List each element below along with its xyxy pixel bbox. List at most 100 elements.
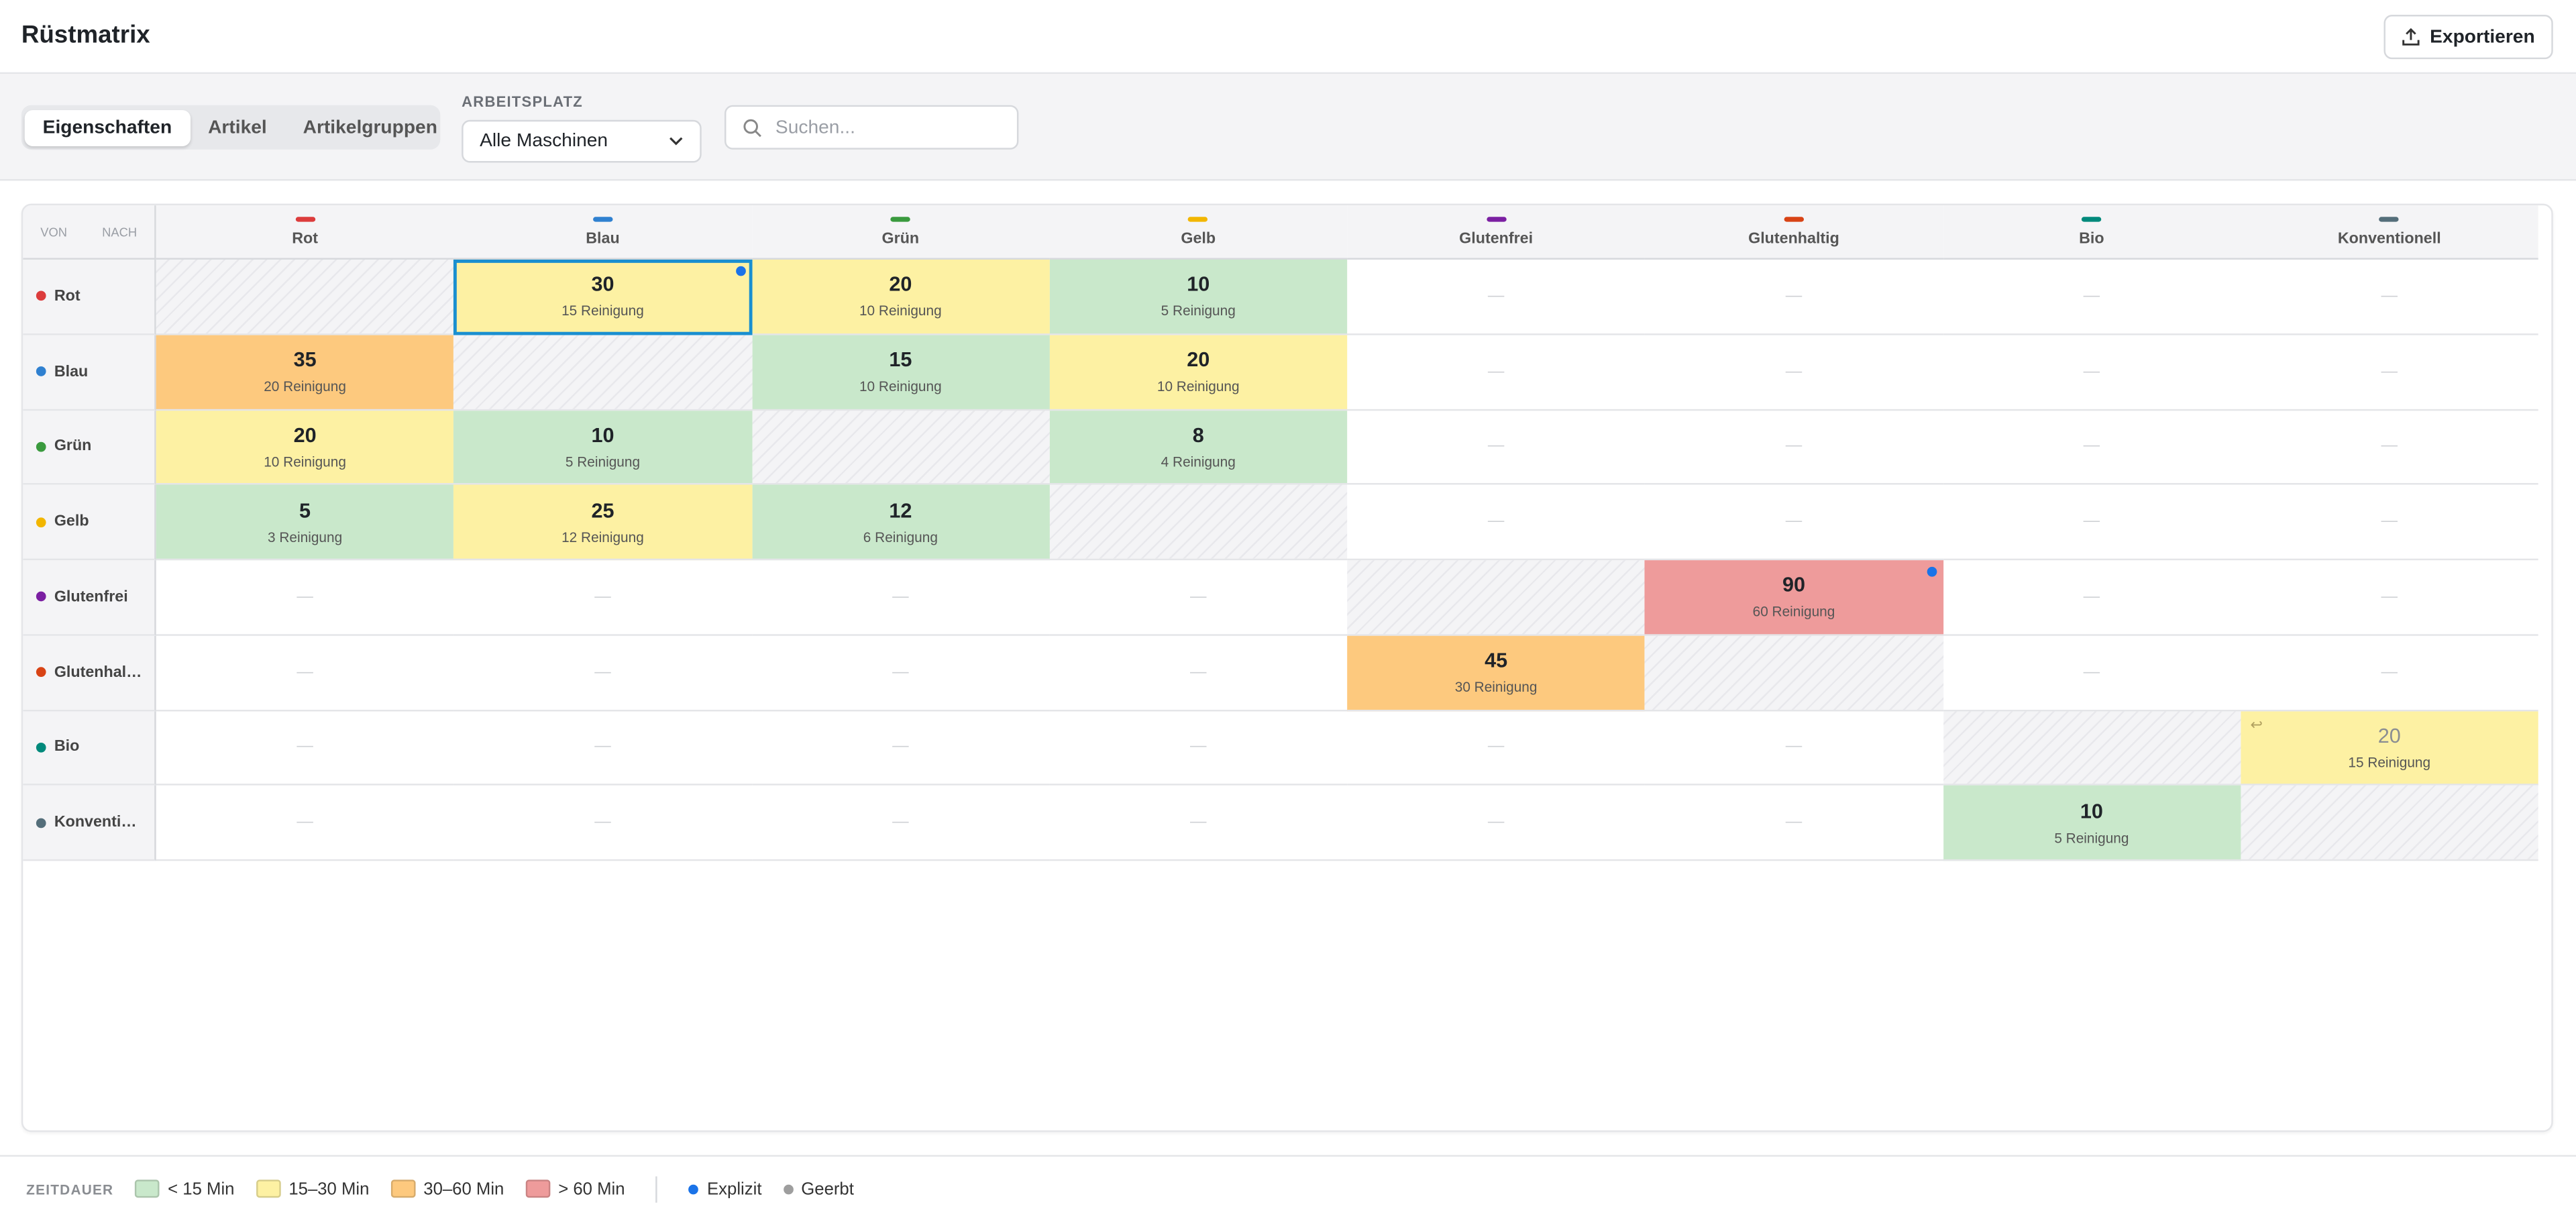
empty-cell[interactable]: —: [2240, 410, 2538, 486]
workplace-label: ARBEITSPLATZ: [462, 93, 584, 111]
empty-cell[interactable]: —: [2240, 485, 2538, 561]
diagonal-cell: [453, 334, 752, 411]
export-button[interactable]: Exportieren: [2383, 15, 2553, 60]
legend-swatch: [525, 1179, 550, 1198]
matrix-cell[interactable]: 5 3 Reinigung: [156, 485, 454, 561]
empty-cell[interactable]: —: [1942, 260, 2241, 335]
column-header: Glutenfrei: [1347, 205, 1646, 260]
tab[interactable]: Artikelgruppen: [303, 117, 437, 138]
cleaning-time: 5 Reinigung: [565, 453, 641, 470]
empty-cell[interactable]: —: [1347, 485, 1646, 561]
cleaning-time: 30 Reinigung: [1454, 678, 1538, 696]
legend-separator: [656, 1175, 658, 1202]
empty-cell[interactable]: —: [1347, 786, 1646, 861]
empty-cell[interactable]: —: [1049, 710, 1348, 786]
diagonal-cell: [1347, 560, 1646, 636]
diagonal-cell: [1049, 485, 1348, 561]
empty-cell[interactable]: —: [2240, 260, 2538, 335]
matrix-cell[interactable]: 20 10 Reinigung: [751, 259, 1050, 335]
cleaning-time: 10 Reinigung: [264, 453, 346, 470]
search-input[interactable]: Suchen...: [724, 105, 1019, 150]
matrix-cell[interactable]: 20 15 Reinigung ↩: [2240, 710, 2538, 786]
empty-cell[interactable]: —: [1645, 786, 1943, 861]
empty-cell[interactable]: —: [1942, 635, 2241, 711]
setup-time: 90: [1782, 574, 1806, 597]
select-value: Alle Maschinen: [480, 131, 608, 152]
empty-cell[interactable]: —: [1347, 710, 1646, 786]
header: Rüstmatrix Exportieren: [0, 0, 2576, 74]
setup-time: 5: [299, 498, 311, 522]
empty-cell[interactable]: —: [156, 560, 454, 636]
row-header: Rot: [23, 259, 156, 335]
legend-dot: [783, 1183, 794, 1194]
workplace-select[interactable]: Alle Maschinen: [462, 119, 702, 163]
tab[interactable]: Artikel: [208, 117, 267, 138]
row-header: Konventionell: [23, 786, 156, 861]
empty-cell[interactable]: —: [751, 560, 1050, 636]
empty-cell[interactable]: —: [156, 635, 454, 711]
matrix-cell[interactable]: 20 10 Reinigung: [156, 410, 454, 486]
row-header: Grün: [23, 410, 156, 486]
cleaning-time: 5 Reinigung: [1161, 303, 1236, 320]
empty-cell[interactable]: —: [453, 560, 752, 636]
empty-cell[interactable]: —: [1942, 410, 2241, 486]
matrix-cell[interactable]: 10 5 Reinigung: [453, 410, 752, 486]
empty-cell[interactable]: —: [751, 710, 1050, 786]
matrix-cell[interactable]: 15 10 Reinigung: [751, 334, 1050, 411]
empty-cell[interactable]: —: [1049, 560, 1348, 636]
matrix-cell[interactable]: 90 60 Reinigung: [1645, 560, 1943, 636]
cleaning-time: 10 Reinigung: [859, 378, 942, 395]
column-color-bar: [2379, 216, 2400, 221]
empty-cell[interactable]: —: [1049, 786, 1348, 861]
row-color-dot: [36, 291, 46, 302]
matrix-cell[interactable]: 30 15 Reinigung: [453, 259, 752, 335]
empty-cell[interactable]: —: [1645, 485, 1943, 561]
cleaning-time: 3 Reinigung: [268, 528, 343, 545]
empty-cell[interactable]: —: [1942, 560, 2241, 636]
empty-cell[interactable]: —: [1645, 710, 1943, 786]
matrix-cell[interactable]: 10 5 Reinigung: [1942, 786, 2241, 861]
empty-cell[interactable]: —: [1049, 635, 1348, 711]
legend-label: Geerbt: [801, 1179, 854, 1199]
setup-time: 25: [591, 498, 614, 522]
empty-cell[interactable]: —: [453, 635, 752, 711]
matrix-cell[interactable]: 8 4 Reinigung: [1049, 410, 1348, 486]
empty-cell[interactable]: —: [751, 786, 1050, 861]
cleaning-time: 15 Reinigung: [2348, 753, 2431, 771]
setup-time: 35: [293, 348, 317, 372]
empty-cell[interactable]: —: [453, 710, 752, 786]
column-header: Glutenhaltig: [1645, 205, 1943, 260]
row-header: Bio: [23, 710, 156, 786]
empty-cell[interactable]: —: [2240, 560, 2538, 636]
matrix-cell[interactable]: 20 10 Reinigung: [1049, 334, 1348, 411]
empty-cell[interactable]: —: [1347, 260, 1646, 335]
column-name: Glutenfrei: [1459, 229, 1534, 248]
empty-cell[interactable]: —: [1645, 260, 1943, 335]
empty-cell[interactable]: —: [1347, 410, 1646, 486]
matrix-cell[interactable]: 12 6 Reinigung: [751, 485, 1050, 561]
matrix-cell[interactable]: 35 20 Reinigung: [156, 334, 454, 411]
empty-cell[interactable]: —: [2240, 335, 2538, 411]
column-header: Rot: [156, 205, 454, 260]
empty-cell[interactable]: —: [2240, 635, 2538, 711]
empty-cell[interactable]: —: [751, 635, 1050, 711]
empty-cell[interactable]: —: [1645, 410, 1943, 486]
empty-cell[interactable]: —: [453, 786, 752, 861]
matrix-cell[interactable]: 45 30 Reinigung: [1347, 635, 1646, 711]
search-icon: [743, 118, 761, 137]
empty-cell[interactable]: —: [156, 786, 454, 861]
tab[interactable]: Eigenschaften: [24, 109, 191, 146]
empty-cell[interactable]: —: [1942, 335, 2241, 411]
matrix-cell[interactable]: 10 5 Reinigung: [1049, 259, 1348, 335]
empty-cell[interactable]: —: [1942, 485, 2241, 561]
legend-label: Explizit: [707, 1179, 762, 1199]
matrix-cell[interactable]: 25 12 Reinigung: [453, 485, 752, 561]
empty-cell[interactable]: —: [1645, 335, 1943, 411]
empty-cell[interactable]: —: [156, 710, 454, 786]
cleaning-time: 60 Reinigung: [1752, 603, 1835, 621]
corner-to: NACH: [102, 224, 138, 240]
corner-from: VON: [40, 224, 68, 240]
empty-cell[interactable]: —: [1347, 335, 1646, 411]
column-name: Gelb: [1181, 229, 1216, 248]
